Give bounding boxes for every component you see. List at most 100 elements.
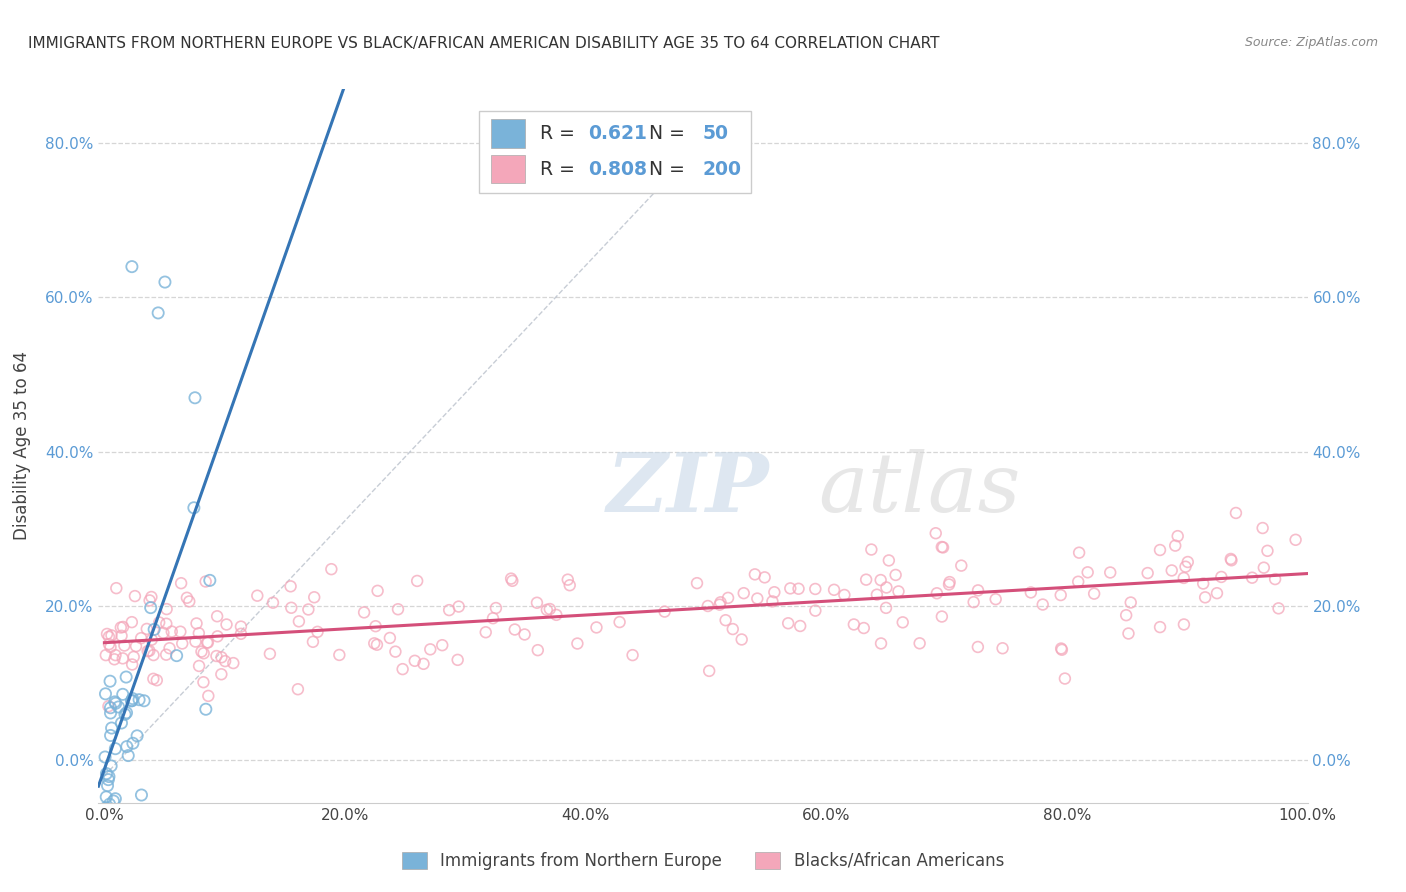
Point bbox=[280, 579, 302, 593]
Point bbox=[187, 626, 209, 640]
Point bbox=[139, 600, 162, 615]
Point bbox=[1225, 506, 1247, 520]
Point bbox=[432, 638, 454, 652]
Point bbox=[169, 624, 191, 639]
Point bbox=[891, 615, 914, 630]
Point bbox=[621, 648, 644, 662]
Point bbox=[1284, 533, 1306, 547]
Point bbox=[100, 729, 122, 743]
Point bbox=[938, 577, 960, 591]
Point bbox=[1069, 546, 1091, 560]
Point bbox=[501, 574, 523, 588]
Point bbox=[1164, 539, 1187, 553]
Point bbox=[966, 640, 988, 654]
Point bbox=[962, 595, 984, 609]
Point bbox=[186, 616, 208, 631]
Point bbox=[938, 575, 960, 590]
Point bbox=[1267, 601, 1289, 615]
Point bbox=[717, 591, 740, 605]
Point bbox=[121, 693, 143, 707]
Point bbox=[152, 626, 174, 640]
Point bbox=[121, 615, 143, 629]
Text: N =: N = bbox=[648, 160, 690, 178]
Point bbox=[117, 748, 139, 763]
Point bbox=[194, 702, 217, 716]
Point bbox=[384, 645, 406, 659]
Point bbox=[215, 617, 238, 632]
Point bbox=[112, 620, 135, 634]
Point bbox=[884, 568, 907, 582]
Point bbox=[761, 594, 783, 608]
Point bbox=[97, 699, 120, 714]
Point bbox=[205, 609, 228, 624]
Point bbox=[179, 594, 201, 608]
Point bbox=[932, 541, 955, 555]
Point bbox=[404, 654, 426, 668]
Point bbox=[686, 576, 709, 591]
Point bbox=[447, 653, 470, 667]
Point bbox=[823, 582, 845, 597]
Point bbox=[104, 807, 127, 822]
Point bbox=[142, 648, 165, 662]
Point bbox=[122, 736, 145, 750]
Point bbox=[877, 553, 900, 567]
Point bbox=[103, 794, 125, 808]
Point bbox=[222, 656, 245, 670]
Point bbox=[1253, 560, 1275, 574]
Point bbox=[176, 591, 198, 605]
Text: R =: R = bbox=[540, 124, 581, 143]
Point bbox=[1019, 585, 1042, 599]
Point bbox=[754, 570, 776, 584]
Point bbox=[121, 657, 143, 672]
Point bbox=[146, 673, 169, 688]
Point bbox=[131, 788, 153, 802]
Point bbox=[156, 602, 179, 616]
Point bbox=[103, 652, 125, 666]
Point bbox=[287, 682, 309, 697]
Point bbox=[1119, 595, 1142, 609]
Point bbox=[120, 694, 142, 708]
Point bbox=[115, 706, 138, 720]
Point bbox=[1118, 626, 1140, 640]
Point bbox=[153, 275, 176, 289]
Point bbox=[229, 619, 252, 633]
Point bbox=[925, 526, 948, 541]
Point bbox=[111, 651, 134, 665]
Point bbox=[193, 646, 215, 660]
FancyBboxPatch shape bbox=[479, 111, 751, 193]
Point bbox=[143, 623, 166, 637]
Point bbox=[869, 573, 891, 587]
Point bbox=[1211, 570, 1233, 584]
Point bbox=[110, 716, 132, 731]
Point bbox=[1067, 574, 1090, 589]
Point bbox=[125, 639, 148, 653]
Point bbox=[115, 739, 138, 754]
Point bbox=[789, 619, 811, 633]
Point bbox=[1192, 576, 1215, 591]
Point bbox=[194, 574, 217, 589]
Point bbox=[721, 622, 744, 636]
Point bbox=[128, 692, 150, 706]
Point bbox=[297, 602, 319, 616]
Text: IMMIGRANTS FROM NORTHERN EUROPE VS BLACK/AFRICAN AMERICAN DISABILITY AGE 35 TO 6: IMMIGRANTS FROM NORTHERN EUROPE VS BLACK… bbox=[28, 36, 939, 51]
Point bbox=[925, 586, 948, 600]
Point bbox=[747, 591, 769, 606]
Text: N =: N = bbox=[648, 124, 690, 143]
Point bbox=[1174, 559, 1197, 574]
Point bbox=[1241, 571, 1264, 585]
Point bbox=[984, 592, 1007, 607]
Point bbox=[696, 599, 718, 613]
Point bbox=[585, 620, 607, 634]
Point bbox=[866, 588, 889, 602]
Point bbox=[229, 627, 252, 641]
Point bbox=[97, 630, 120, 644]
Point bbox=[1167, 529, 1189, 543]
Point bbox=[1173, 571, 1195, 585]
Point bbox=[419, 642, 441, 657]
Point bbox=[104, 696, 127, 710]
Point bbox=[104, 695, 127, 709]
Point bbox=[321, 562, 343, 576]
Point bbox=[503, 623, 526, 637]
Point bbox=[146, 306, 169, 320]
Point bbox=[100, 721, 122, 735]
